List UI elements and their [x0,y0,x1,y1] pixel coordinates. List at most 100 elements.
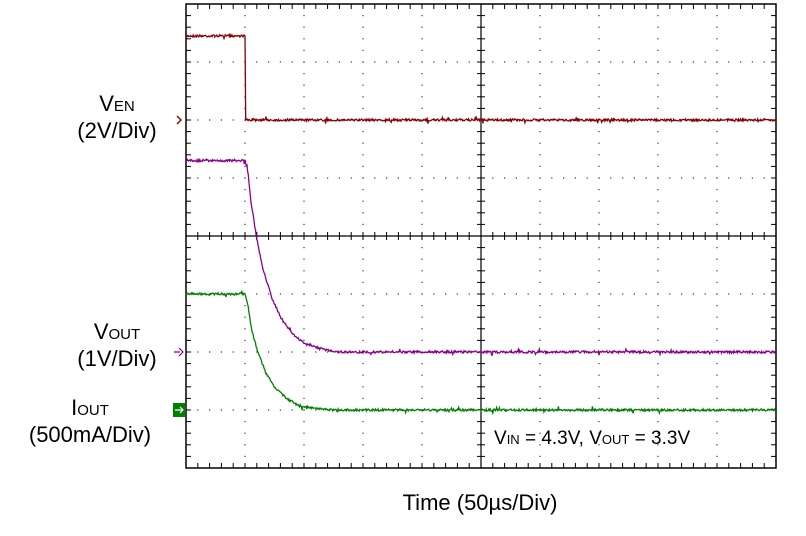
grid-dot [244,305,246,307]
grid-dot [327,61,329,63]
grid-dot [633,61,635,63]
grid-dot [421,421,423,423]
grid-dot [409,351,411,353]
grid-dot [421,119,423,121]
grid-dot [716,73,718,75]
grid-dot [563,177,565,179]
grid-dot [421,339,423,341]
grid-dot [539,363,541,365]
grid-dot [303,200,305,202]
vout-marker [174,347,184,357]
grid-dot [244,223,246,225]
vout-scale: (1V/Div) [77,346,157,371]
grid-dot [539,61,541,63]
grid-dot [303,386,305,388]
grid-dot [315,293,317,295]
grid-dot [362,444,364,446]
grid-dot [692,61,694,63]
grid-dot [539,270,541,272]
grid-dot [504,293,506,295]
grid-dot [598,455,600,457]
iout-label: IOUT (500mA/Div) [8,396,172,447]
grid-dot [256,293,258,295]
grid-dot [197,177,199,179]
grid-dot [716,84,718,86]
grid-dot [421,189,423,191]
grid-dot [244,397,246,399]
grid-dot [598,281,600,283]
grid-dot [716,49,718,51]
grid-dot [362,247,364,249]
grid-dot [633,293,635,295]
vout-label-name: VOUT [93,319,141,344]
grid-dot [303,455,305,457]
grid-dot [362,200,364,202]
grid-dot [598,165,600,167]
grid-dot [598,38,600,40]
grid-dot [445,61,447,63]
grid-dot [586,293,588,295]
grid-dot [657,154,659,156]
grid-dot [303,397,305,399]
grid-dot [539,421,541,423]
grid-dot [244,142,246,144]
conditions-annotation: VIN = 4.3V, VOUT = 3.3V [494,428,691,449]
grid-dot [716,421,718,423]
grid-dot [468,351,470,353]
grid-dot [338,119,340,121]
grid-dot [527,61,529,63]
grid-dot [244,154,246,156]
grid-dot [657,258,659,260]
grid-dot [716,386,718,388]
grid-dot [657,61,659,63]
grid-dot [362,189,364,191]
grid-dot [362,258,364,260]
iout-scale: (500mA/Div) [28,422,152,447]
grid-dot [740,293,742,295]
iout-label-name: IOUT [71,395,109,420]
grid-dot [303,247,305,249]
grid-dot [728,293,730,295]
grid-dot [539,165,541,167]
grid-dot [598,328,600,330]
grid-dot [421,223,423,225]
grid-dot [716,270,718,272]
grid-dot [362,154,364,156]
grid-dot [657,96,659,98]
grid-dot [209,119,211,121]
grid-dot [338,61,340,63]
grid-dot [421,305,423,307]
grid-dot [657,165,659,167]
grid-dot [598,177,600,179]
grid-dot [539,444,541,446]
grid-dot [315,61,317,63]
grid-dot [657,15,659,17]
grid-dot [716,397,718,399]
grid-dot [362,15,364,17]
grid-dot [598,363,600,365]
grid-dot [657,316,659,318]
grid-dot [338,293,340,295]
grid-dot [244,351,246,353]
grid-dot [539,154,541,156]
grid-dot [657,270,659,272]
grid-dot [563,293,565,295]
grid-dot [244,281,246,283]
grid-dot [244,177,246,179]
grid-dot [681,61,683,63]
grid-dot [362,305,364,307]
grid-dot [456,61,458,63]
grid-dot [563,61,565,63]
grid-dot [657,189,659,191]
grid-dot [303,15,305,17]
grid-dot [598,61,600,63]
grid-dot [610,61,612,63]
x-axis-label: Time (50µs/Div) [402,490,558,515]
grid-dot [598,316,600,318]
grid-dot [716,212,718,214]
grid-dot [350,119,352,121]
grid-dot [681,177,683,179]
ven-label: VEN (2V/Div) [62,92,172,143]
grid-dot [362,328,364,330]
grid-dot [232,61,234,63]
